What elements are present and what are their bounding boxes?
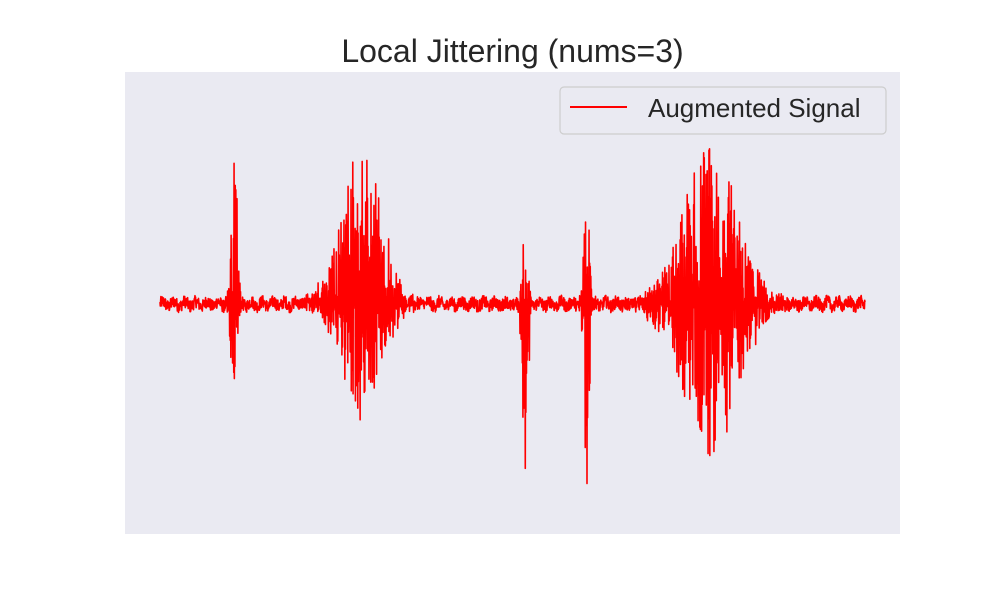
legend-label-augmented-signal: Augmented Signal	[648, 93, 860, 123]
legend-box	[559, 86, 887, 135]
legend: Augmented Signal	[559, 86, 887, 135]
series-line-augmented-signal	[159, 147, 866, 485]
chart-title: Local Jittering (nums=3)	[341, 33, 684, 69]
